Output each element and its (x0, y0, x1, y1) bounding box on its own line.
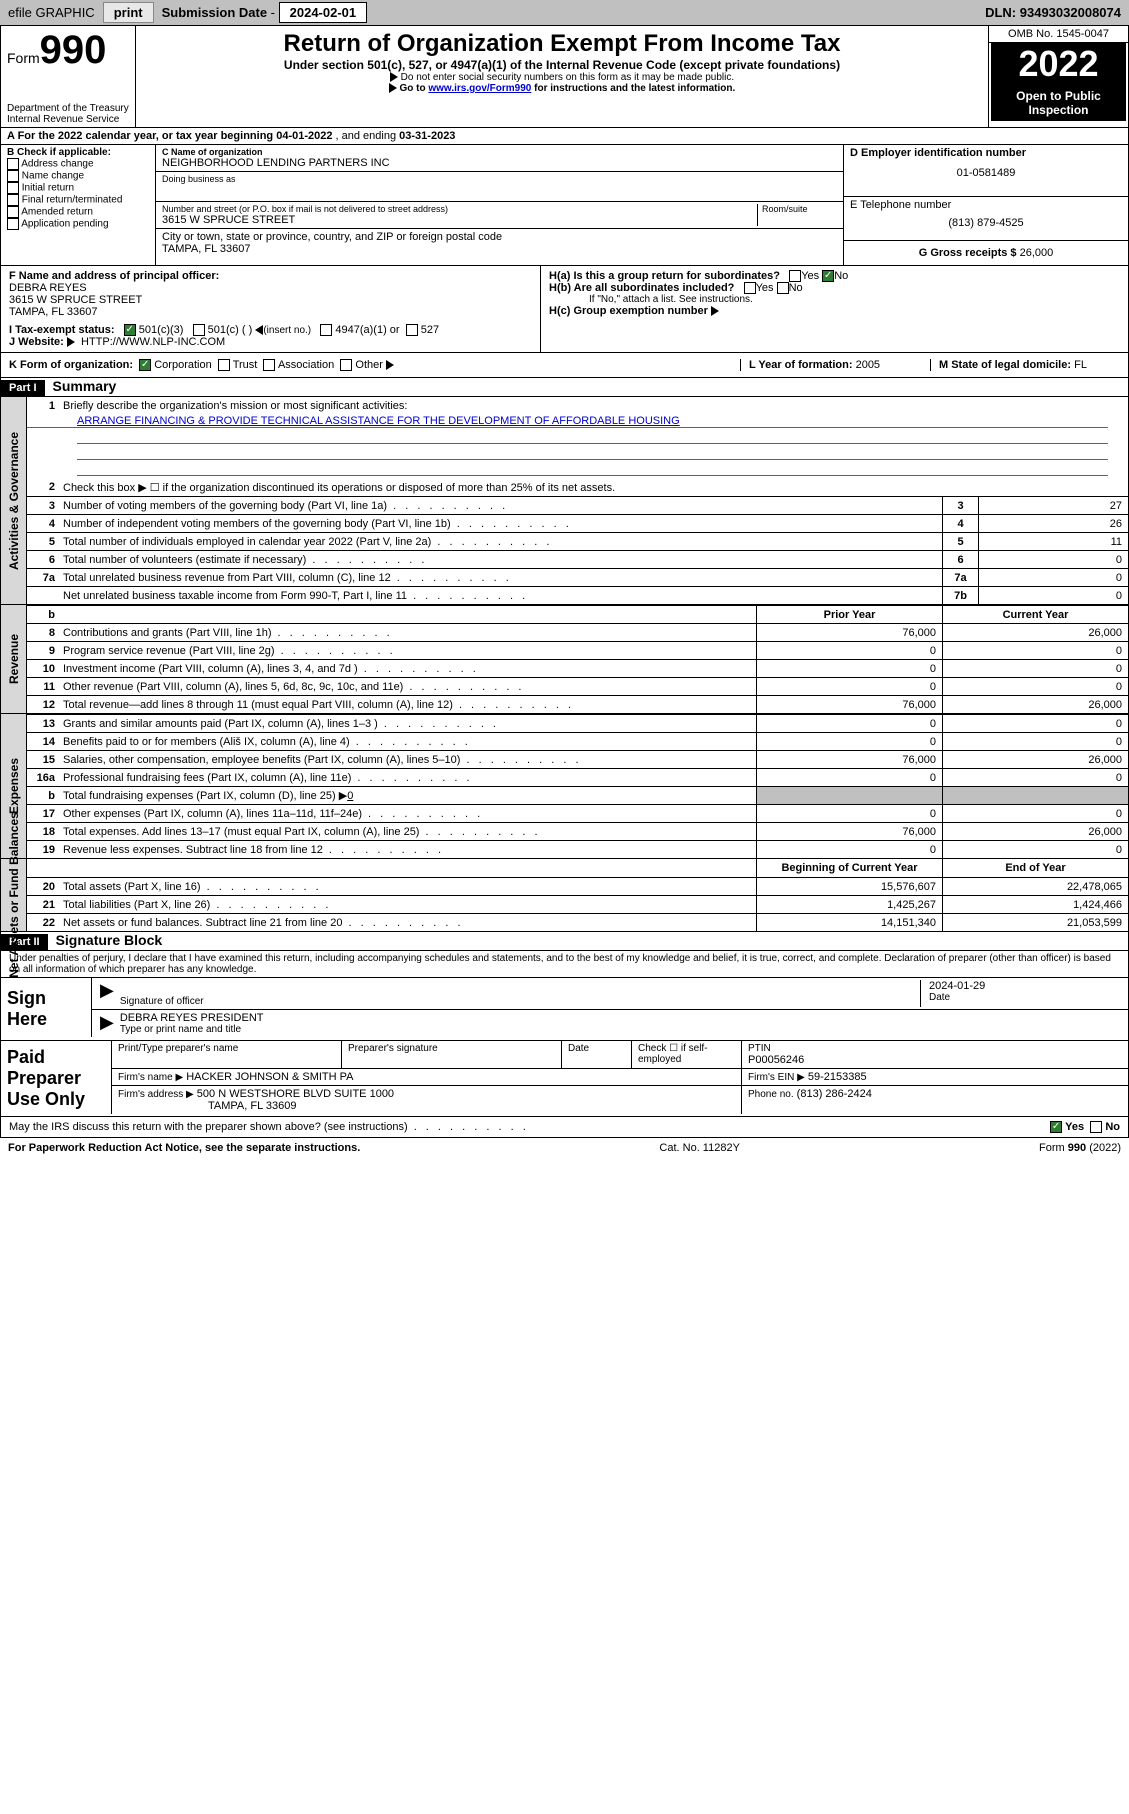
section-deg: D Employer identification number01-05814… (843, 145, 1128, 265)
checkbox-corp[interactable] (139, 359, 151, 371)
page-footer: For Paperwork Reduction Act Notice, see … (0, 1138, 1129, 1158)
summary-revenue: Revenue bPrior YearCurrent Year 8Contrib… (0, 605, 1129, 714)
checkbox-discuss-yes[interactable] (1050, 1121, 1062, 1133)
section-b: B Check if applicable: Address change Na… (1, 145, 156, 265)
checkbox-ha-no[interactable] (822, 270, 834, 282)
form-title: Return of Organization Exempt From Incom… (140, 30, 984, 58)
sign-here-label: Sign Here (1, 978, 91, 1040)
summary-expenses: Expenses 13Grants and similar amounts pa… (0, 714, 1129, 859)
efile-label: efile GRAPHIC (8, 5, 95, 20)
section-h: H(a) Is this a group return for subordin… (541, 266, 1128, 352)
penalties-text: Under penalties of perjury, I declare th… (0, 951, 1129, 978)
checkbox-501c3[interactable] (124, 324, 136, 336)
section-i: I Tax-exempt status: 501(c)(3) 501(c) ( … (9, 324, 532, 336)
vtab-netassets: Net Assets or Fund Balances (7, 812, 21, 978)
dept-label: Department of the Treasury (7, 103, 129, 114)
form-header: Form990 Department of the Treasury Inter… (0, 25, 1129, 128)
section-j: J Website: HTTP://WWW.NLP-INC.COM (9, 336, 532, 348)
open-inspection: Open to Public Inspection (991, 85, 1126, 121)
sub-date-label: Submission Date - 2024-02-01 (162, 5, 368, 20)
dln: DLN: 93493032008074 (985, 5, 1121, 20)
print-button[interactable]: print (103, 2, 154, 23)
form-subtitle: Under section 501(c), 527, or 4947(a)(1)… (140, 58, 984, 72)
mission-text: ARRANGE FINANCING & PROVIDE TECHNICAL AS… (27, 415, 1108, 428)
paid-preparer: Paid Preparer Use Only Print/Type prepar… (1, 1040, 1128, 1116)
form-note1: Do not enter social security numbers on … (140, 72, 984, 83)
top-toolbar: efile GRAPHIC print Submission Date - 20… (0, 0, 1129, 25)
omb-number: OMB No. 1545-0047 (989, 26, 1128, 43)
summary-governance: Activities & Governance 1Briefly describ… (0, 397, 1129, 605)
section-abcdefg: B Check if applicable: Address change Na… (0, 145, 1129, 266)
vtab-expenses: Expenses (7, 758, 21, 814)
form-990-label: Form990 (7, 28, 129, 73)
part1-header: Part ISummary (0, 378, 1129, 397)
irs-label: Internal Revenue Service (7, 114, 129, 125)
vtab-revenue: Revenue (7, 634, 21, 684)
section-fhij: F Name and address of principal officer:… (0, 266, 1129, 353)
tax-year: 2022 (991, 43, 1126, 85)
signature-block: Sign Here ▶Signature of officer2024-01-2… (0, 978, 1129, 1117)
form-note2: Go to www.irs.gov/Form990 for instructio… (140, 83, 984, 94)
period-row: A For the 2022 calendar year, or tax yea… (0, 128, 1129, 145)
discuss-row: May the IRS discuss this return with the… (0, 1117, 1129, 1138)
section-f: F Name and address of principal officer:… (9, 270, 532, 318)
summary-netassets: Net Assets or Fund Balances Beginning of… (0, 859, 1129, 932)
section-klm: K Form of organization: Corporation Trus… (0, 353, 1129, 378)
section-c: C Name of organizationNEIGHBORHOOD LENDI… (156, 145, 843, 265)
vtab-governance: Activities & Governance (7, 432, 21, 570)
part2-header: Part IISignature Block (0, 932, 1129, 951)
